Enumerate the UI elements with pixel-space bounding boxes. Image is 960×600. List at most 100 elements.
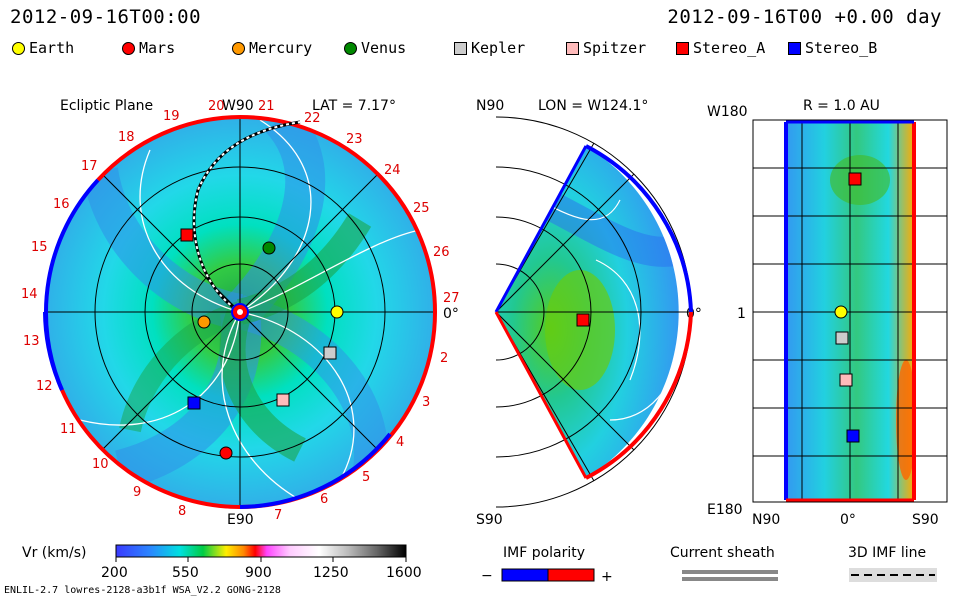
legend-label: Mars <box>139 39 176 57</box>
spitzer-marker <box>276 393 290 407</box>
meridional-zero-label: 0° <box>686 306 702 322</box>
imf-label: IMF polarity <box>503 545 585 561</box>
rotation-label: 22 <box>304 111 321 126</box>
meridional-lon-label: LON = W124.1° <box>538 98 648 114</box>
radial-mid-label: 1 <box>737 306 746 322</box>
colorbar-tick: 200 <box>101 565 128 581</box>
current-sheath-key: Current sheath <box>670 545 778 581</box>
radial-x-right: S90 <box>912 512 939 528</box>
rotation-label: 5 <box>362 470 370 485</box>
imf-plus: + <box>601 569 613 585</box>
radial-x-left: N90 <box>752 512 780 528</box>
mercury-marker-icon <box>232 41 245 55</box>
rotation-label: 25 <box>413 201 430 216</box>
rotation-label: 7 <box>274 508 282 523</box>
earth-marker-icon <box>12 41 25 55</box>
ecliptic-zero-label: 0° <box>443 306 459 322</box>
legend-label: Venus <box>361 39 407 57</box>
rotation-label: 12 <box>36 379 53 394</box>
radial-x-mid: 0° <box>840 512 856 528</box>
mars-marker <box>219 446 233 460</box>
rotation-label: 3 <box>422 395 430 410</box>
right-title: 2012-09-16T00 +0.00 day <box>667 6 942 28</box>
meridional-panel: N90 LON = W124.1° S90 0° <box>476 98 702 528</box>
left-title: 2012-09-16T00:00 <box>10 6 202 28</box>
rotation-label: 6 <box>320 492 328 507</box>
rotation-labels: 27 26 25 24 23 22 21 20 19 18 17 16 15 1… <box>21 99 460 523</box>
legend-label: Spitzer <box>583 39 647 57</box>
radial-panel: W180 R = 1.0 AU 1 E180 N90 0° S90 <box>707 98 948 528</box>
imf-minus: − <box>481 568 493 584</box>
spitzer-marker-icon <box>566 41 579 55</box>
colorbar-tick: 1600 <box>386 565 422 581</box>
earth-marker <box>330 305 344 319</box>
stereo-a-marker <box>180 228 194 242</box>
legend-item-stereo-a: Stereo_A <box>676 39 788 57</box>
rotation-label: 21 <box>258 99 275 114</box>
legend-label: Stereo_B <box>805 39 878 57</box>
rotation-label: 24 <box>384 163 401 178</box>
stereo-b-marker <box>187 396 201 410</box>
meridional-stereo-a-marker <box>576 313 590 327</box>
ecliptic-title: Ecliptic Plane <box>60 98 153 114</box>
ecliptic-streams <box>79 117 421 501</box>
mars-marker-icon <box>122 41 135 55</box>
radial-stereo-a-marker <box>848 172 862 186</box>
colorbar-tick: 900 <box>245 565 272 581</box>
rotation-label: 16 <box>53 197 70 212</box>
legend-label: Stereo_A <box>693 39 766 57</box>
legend-label: Mercury <box>249 39 313 57</box>
rotation-label: 23 <box>346 132 363 147</box>
ecliptic-bottom-label: E90 <box>227 512 254 528</box>
current-sheath-label: Current sheath <box>670 545 775 561</box>
venus-marker-icon <box>344 41 357 55</box>
mercury-marker <box>197 315 211 329</box>
ecliptic-top-label: W90 <box>222 98 254 114</box>
legend-item-venus: Venus <box>344 39 454 57</box>
radial-earth-marker <box>834 305 848 319</box>
rotation-label: 26 <box>433 245 450 260</box>
kepler-marker-icon <box>454 41 467 55</box>
imf-line-label: 3D IMF line <box>848 545 926 561</box>
rotation-label: 11 <box>60 422 77 437</box>
legend-item-kepler: Kepler <box>454 39 566 57</box>
ecliptic-panel: Ecliptic Plane W90 LAT = 7.17° E90 0° <box>21 98 460 528</box>
meridional-top-label: N90 <box>476 98 504 114</box>
colorbar-tick: 1250 <box>313 565 349 581</box>
meridional-bottom-label: S90 <box>476 512 503 528</box>
rotation-label: 8 <box>178 504 186 519</box>
legend-item-earth: Earth <box>12 39 122 57</box>
rotation-label: 13 <box>23 334 40 349</box>
radial-spitzer-marker <box>839 373 853 387</box>
rotation-label: 2 <box>440 351 448 366</box>
ecliptic-lat-label: LAT = 7.17° <box>312 98 396 114</box>
colorbar-gradient <box>115 544 407 558</box>
colorbar-label: Vr (km/s) <box>22 545 86 561</box>
rotation-label: 17 <box>81 159 98 174</box>
rotation-label: 18 <box>118 130 135 145</box>
radial-kepler-marker <box>835 331 849 345</box>
stereo-b-marker-icon <box>788 41 801 55</box>
rotation-label: 27 <box>443 291 460 306</box>
rotation-label: 4 <box>396 435 404 450</box>
stereo-a-marker-icon <box>676 41 689 55</box>
model-footer: ENLIL-2.7 lowres-2128-a3b1f WSA_V2.2 GON… <box>4 585 281 596</box>
legend: Earth Mars Mercury Venus Kepler Spitzer … <box>12 38 898 58</box>
legend-label: Earth <box>29 39 75 57</box>
kepler-marker <box>323 346 337 360</box>
colorbar-tick: 550 <box>172 565 199 581</box>
rotation-label: 20 <box>208 99 225 114</box>
radial-stereo-b-marker <box>846 429 860 443</box>
rotation-label: 10 <box>92 457 109 472</box>
rotation-label: 15 <box>31 240 48 255</box>
radial-bottom-label: E180 <box>707 502 743 518</box>
legend-item-stereo-b: Stereo_B <box>788 39 898 57</box>
imf-line-key: 3D IMF line <box>848 545 937 582</box>
legend-label: Kepler <box>471 39 526 57</box>
radial-r-label: R = 1.0 AU <box>803 98 880 114</box>
colorbar: Vr (km/s) 200 550 900 1250 1600 <box>22 544 422 581</box>
rotation-label: 19 <box>163 109 180 124</box>
radial-top-label: W180 <box>707 104 748 120</box>
legend-item-mars: Mars <box>122 39 232 57</box>
venus-marker <box>262 241 276 255</box>
